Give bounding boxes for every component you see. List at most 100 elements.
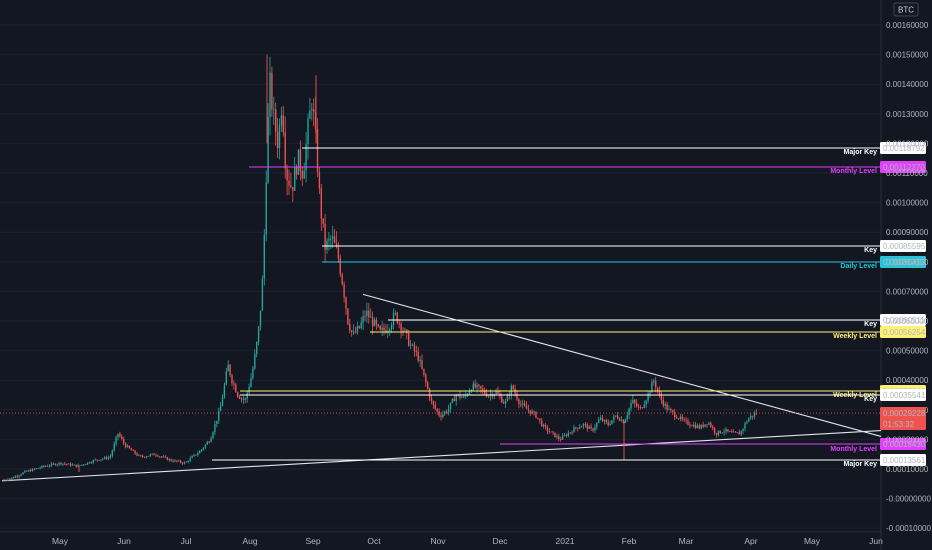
candle-body (620, 419, 623, 421)
candle-body (328, 238, 330, 241)
candle-body (88, 462, 91, 464)
candle-body (379, 326, 381, 330)
time-axis[interactable]: May Jun Jul Aug Sep Oct Nov Dec 2021 Feb Mar Apr May… (52, 536, 883, 546)
candle-body (320, 188, 322, 219)
candle-body (252, 368, 254, 379)
candle-body (717, 430, 720, 435)
candle-body (295, 167, 298, 175)
candle-body (677, 418, 680, 420)
level-price-badge (880, 389, 926, 401)
level-major-key: Major Key 0.00013561 (212, 454, 926, 468)
candle-body (221, 397, 224, 407)
candle-body (427, 382, 429, 389)
candle-body (736, 432, 739, 433)
candle-body (104, 457, 106, 459)
level-daily-level: Daily Level 0.00080453 (322, 256, 926, 270)
candle-body (449, 402, 452, 409)
y-tick-label: 0.00110000 (886, 169, 928, 178)
candle-body (719, 430, 721, 434)
candle-body (588, 426, 590, 429)
candle-body (487, 395, 490, 397)
candle-body (157, 455, 159, 457)
candle-body (56, 464, 58, 466)
candle-body (533, 411, 535, 413)
level-label: Monthly Level (830, 446, 877, 453)
level-price-value: 0.00013561 (883, 456, 926, 465)
trendlines (1, 293, 882, 482)
candle-body (290, 185, 292, 188)
level-label: Key (864, 321, 877, 328)
candle-body (744, 423, 746, 429)
candle-body (715, 432, 718, 435)
candle-body (113, 443, 115, 451)
candle-body (685, 419, 687, 421)
candle-body (541, 420, 543, 427)
candle-body (161, 456, 163, 458)
level-price-value: 0.00056254 (883, 328, 926, 337)
candle-body (598, 419, 600, 423)
candle-body (518, 399, 520, 405)
candle-body (343, 284, 345, 298)
candle-body (674, 412, 676, 418)
candle-body (421, 360, 423, 369)
candle-body (731, 431, 733, 433)
level-price-value: 0.00085595 (883, 242, 926, 251)
candle-body (54, 463, 56, 466)
candle-body (535, 411, 537, 418)
candle-body (47, 465, 49, 467)
candle-body (183, 462, 186, 464)
candle-body (691, 425, 693, 427)
candle-body (373, 319, 376, 327)
candle-body (415, 351, 417, 352)
candle-body (109, 456, 112, 458)
candle-body (96, 459, 98, 461)
candle-body (630, 402, 632, 409)
candle-body (590, 426, 592, 429)
y-tick-label: 0.00050000 (886, 347, 929, 356)
candle-body (248, 386, 250, 393)
candle-body (12, 477, 15, 479)
candle-body (83, 464, 85, 466)
candle-body (292, 187, 294, 191)
candle-body (238, 396, 241, 399)
candle-body (725, 429, 727, 432)
candle-body (592, 428, 594, 431)
candle-body (664, 403, 666, 406)
candle-body (474, 383, 476, 388)
y-tick-label: 0.00090000 (886, 228, 929, 237)
candle-body (529, 410, 531, 414)
candle-body (544, 424, 547, 427)
candle-body (193, 454, 195, 457)
y-tick-label: 0.00130000 (886, 110, 929, 119)
y-tick-label: 0.00120000 (886, 139, 929, 148)
candle-body (461, 397, 463, 399)
candle-body (37, 468, 39, 469)
y-tick-label: -0.00010000 (886, 524, 931, 533)
candle-body (345, 297, 347, 309)
candle-body (199, 451, 201, 454)
candle-body (257, 326, 260, 343)
candle-body (641, 407, 644, 409)
candle-body (738, 432, 740, 435)
candle-body (694, 424, 697, 429)
level-price-value: 0.00080453 (883, 258, 926, 267)
symbol-badge[interactable]: BTC (893, 2, 919, 17)
candle-body (655, 380, 657, 388)
candle-body (360, 322, 362, 328)
candle-body (556, 436, 558, 438)
price-axis[interactable]: 0.00160000 0.00150000 0.00140000 0.00130000… (886, 21, 931, 533)
x-tick-label: Jun (869, 536, 883, 546)
candle-body (124, 443, 127, 448)
candle-body (645, 400, 647, 405)
candle-body (571, 432, 573, 434)
falling-trendline (362, 293, 882, 437)
x-tick-label: Sep (305, 536, 320, 546)
candle-body (548, 431, 550, 432)
candle-body (404, 329, 406, 331)
candle-body (235, 384, 237, 393)
candle-body (683, 419, 685, 421)
candle-body (698, 425, 701, 429)
candle-body (86, 462, 89, 465)
candle-body (216, 420, 218, 425)
